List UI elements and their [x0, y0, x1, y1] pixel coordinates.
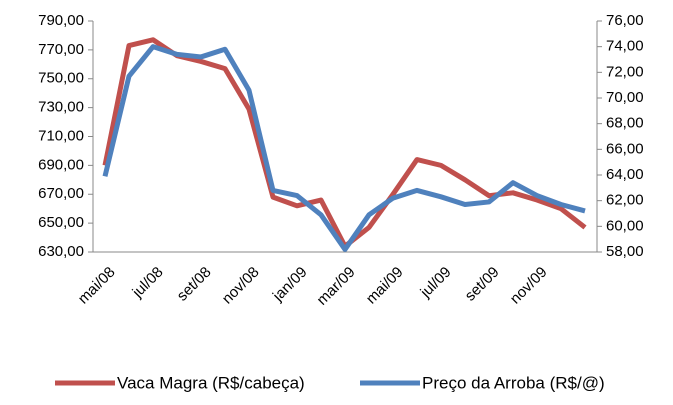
y2-tick-label: 66,00 [606, 140, 644, 157]
series-line [102, 44, 586, 252]
x-tick-label: jan/09 [269, 264, 311, 306]
y-tick-label: 750,00 [38, 70, 84, 87]
x-tick-label: nov/09 [507, 264, 551, 308]
y-tick-label: 690,00 [38, 156, 84, 173]
y2-tick-label: 72,00 [606, 63, 644, 80]
y-tick-label: 650,00 [38, 214, 84, 231]
y-tick-label: 710,00 [38, 127, 84, 144]
x-tick-label: jul/08 [129, 264, 167, 302]
y-tick-label: 630,00 [38, 243, 84, 260]
legend-label: Preço da Arroba (R$/@) [422, 373, 605, 392]
y2-tick-label: 64,00 [606, 166, 644, 183]
x-tick-label: mar/09 [314, 264, 359, 309]
y-tick-label: 670,00 [38, 185, 84, 202]
y2-tick-label: 62,00 [606, 192, 644, 209]
y2-tick-label: 76,00 [606, 12, 644, 29]
y-tick-label: 790,00 [38, 12, 84, 29]
y2-tick-label: 74,00 [606, 38, 644, 55]
y2-tick-label: 60,00 [606, 217, 644, 234]
x-tick-label: jul/09 [417, 264, 455, 302]
x-tick-label: mai/08 [75, 264, 119, 308]
y2-tick-label: 68,00 [606, 115, 644, 132]
x-tick-label: nov/08 [219, 264, 263, 308]
x-tick-label: set/08 [174, 264, 215, 305]
x-tick-label: mai/09 [363, 264, 407, 308]
y-tick-label: 770,00 [38, 41, 84, 58]
x-tick-label: set/09 [462, 264, 503, 305]
y2-tick-label: 58,00 [606, 243, 644, 260]
y-tick-label: 730,00 [38, 99, 84, 116]
y2-tick-label: 70,00 [606, 89, 644, 106]
legend-label: Vaca Magra (R$/cabeça) [117, 373, 305, 392]
series-line [102, 37, 587, 249]
